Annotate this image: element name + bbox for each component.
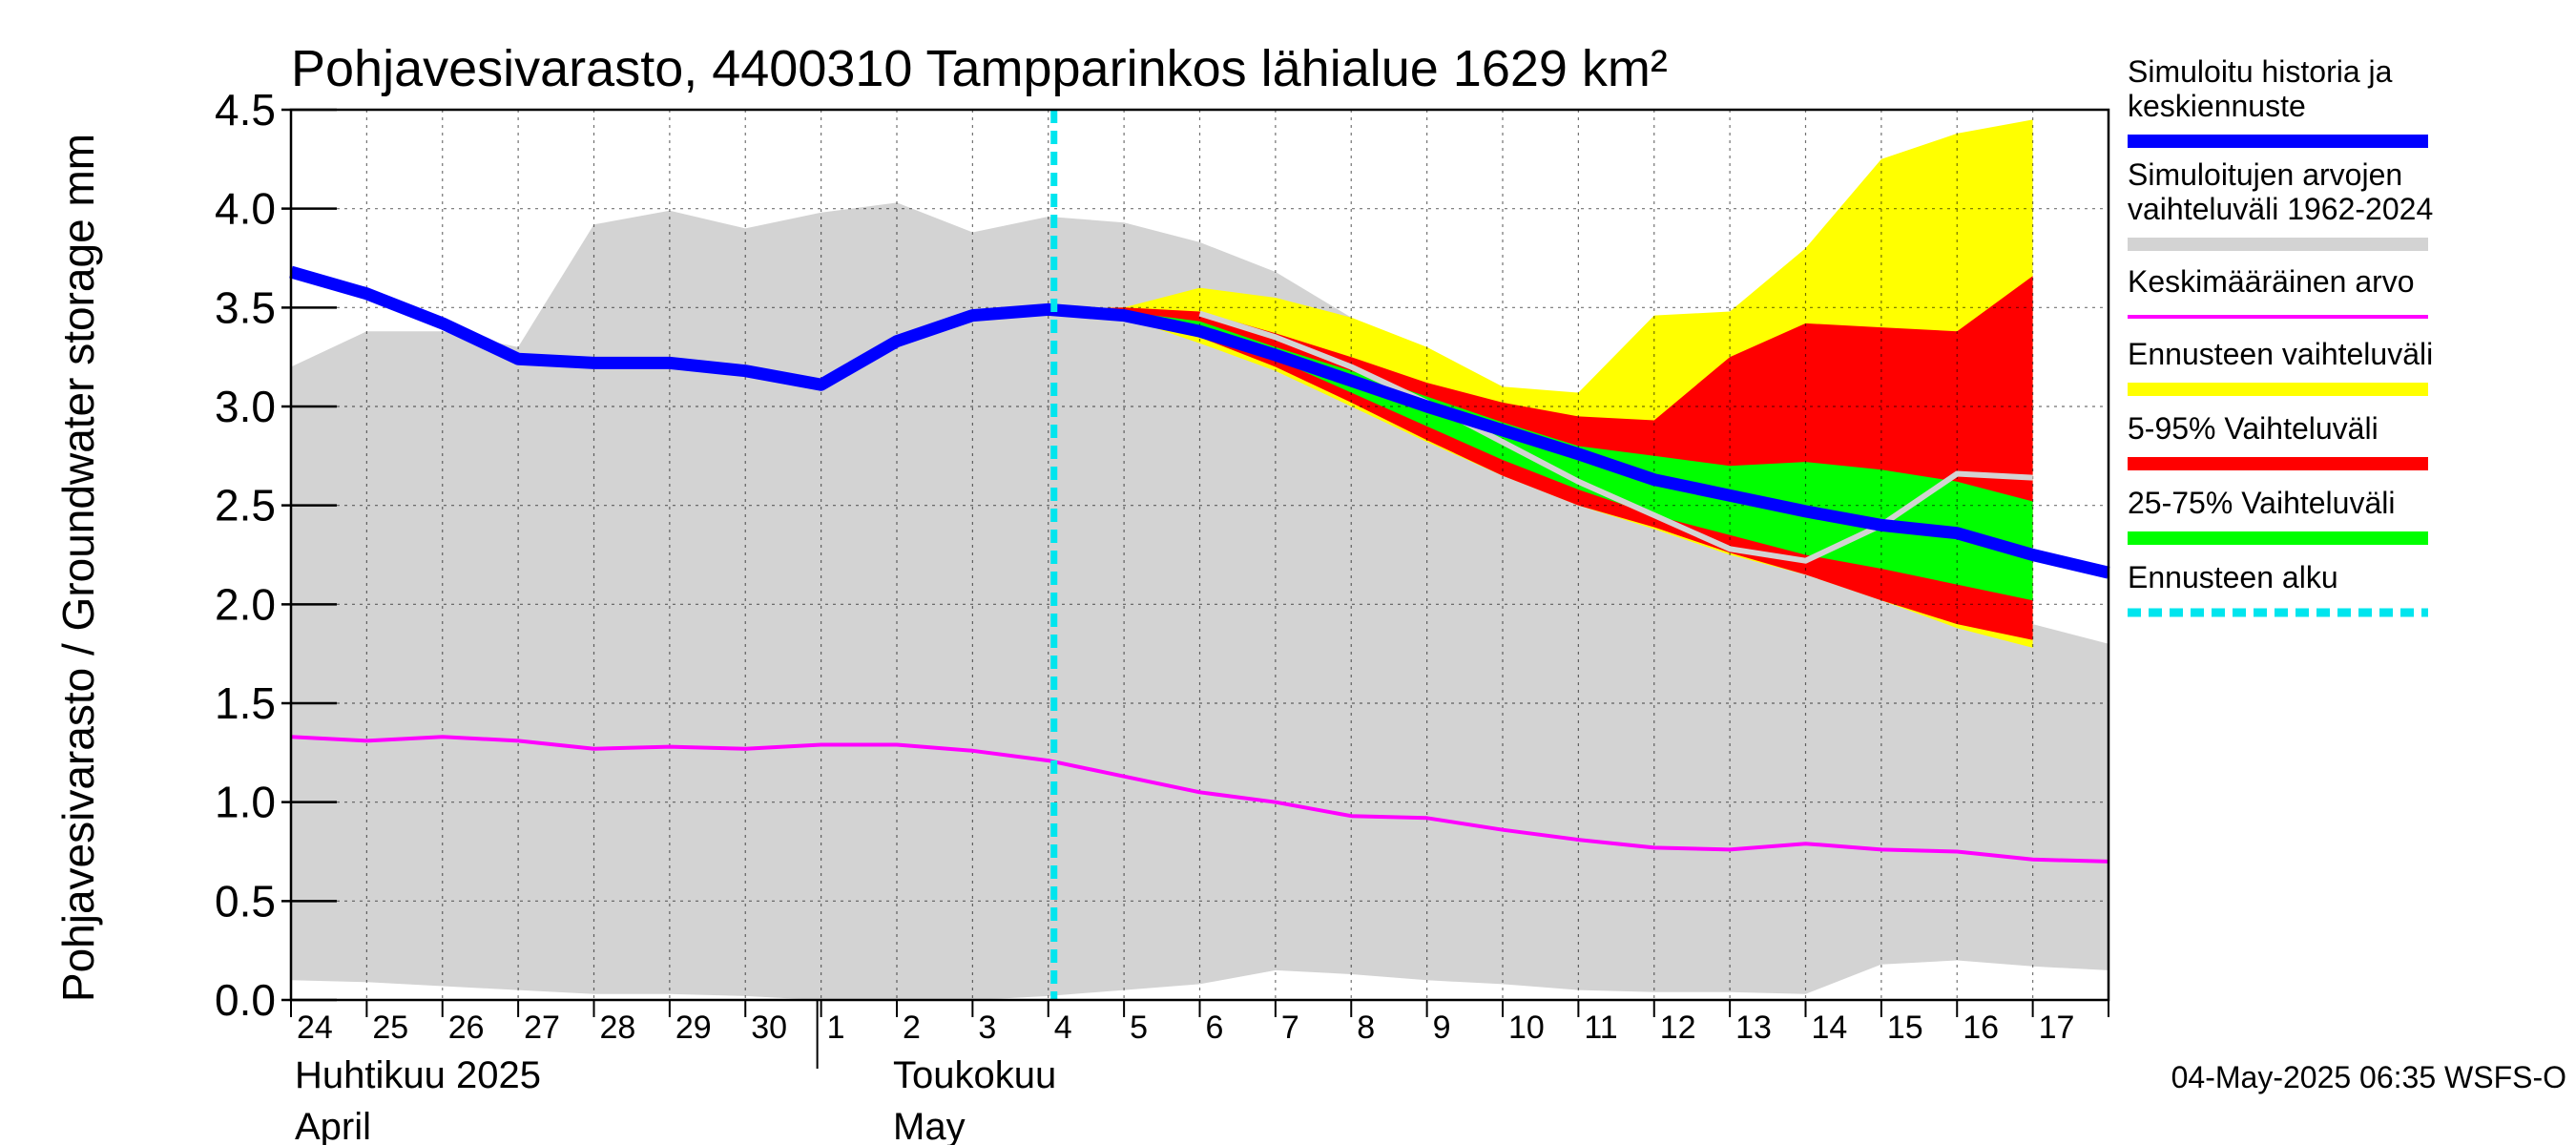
legend-label: keskiennuste: [2128, 89, 2306, 123]
x-tick-label: 14: [1812, 1010, 1848, 1046]
legend-label: vaihteluväli 1962-2024: [2128, 192, 2433, 226]
x-tick-label: 6: [1206, 1010, 1224, 1046]
x-tick-label: 13: [1735, 1010, 1772, 1046]
y-axis-label: Pohjavesivarasto / Groundwater storage m…: [53, 134, 103, 1002]
x-tick-label: 8: [1357, 1010, 1375, 1046]
x-tick-label: 3: [978, 1010, 996, 1046]
footer-timestamp: 04-May-2025 06:35 WSFS-O: [2171, 1060, 2566, 1094]
month-label-english: May: [893, 1106, 966, 1145]
mean-value-line: [290, 735, 2109, 864]
legend-label: Ennusteen alku: [2128, 560, 2338, 594]
month-label-english: April: [295, 1106, 371, 1145]
legend-label: Simuloitujen arvojen: [2128, 157, 2402, 192]
x-tick-label: 12: [1660, 1010, 1696, 1046]
y-tick-label: 2.5: [215, 481, 276, 531]
axes: 0.00.51.01.52.02.53.03.54.04.524 25 26 27 28…: [215, 85, 2110, 1145]
x-tick-label: 30: [751, 1010, 787, 1046]
y-tick-label: 3.5: [215, 282, 276, 332]
y-tick-label: 0.0: [215, 975, 276, 1025]
x-tick-label: 4: [1054, 1010, 1072, 1046]
plot-area: [289, 110, 2110, 1000]
month-label: Toukokuu: [893, 1054, 1056, 1096]
x-tick-label: 1: [827, 1010, 845, 1046]
x-tick-label: 10: [1508, 1010, 1545, 1046]
x-tick-label: 2: [903, 1010, 921, 1046]
y-tick-label: 1.5: [215, 678, 276, 728]
x-tick-label: 29: [675, 1010, 712, 1046]
x-tick-label: 25: [372, 1010, 408, 1046]
y-tick-label: 4.5: [215, 85, 276, 135]
y-tick-label: 4.0: [215, 184, 276, 234]
x-tick-label: 9: [1433, 1010, 1451, 1046]
y-tick-label: 2.0: [215, 579, 276, 629]
x-tick-label: 28: [600, 1010, 636, 1046]
x-tick-label: 16: [1963, 1010, 1999, 1046]
x-tick-label: 5: [1130, 1010, 1148, 1046]
legend-label: Ennusteen vaihteluväli: [2128, 337, 2433, 371]
median-simulated-line: [1198, 310, 2033, 564]
legend-label: 5-95% Vaihteluväli: [2128, 411, 2379, 446]
legend-label: Simuloitu historia ja: [2128, 54, 2393, 89]
month-label: Huhtikuu 2025: [295, 1054, 541, 1096]
x-tick-label: 24: [297, 1010, 333, 1046]
legend-label: Keskimääräinen arvo: [2128, 264, 2415, 299]
x-tick-label: 26: [448, 1010, 485, 1046]
y-tick-label: 1.0: [215, 778, 276, 827]
x-tick-label: 11: [1584, 1010, 1617, 1046]
x-tick-label: 7: [1281, 1010, 1299, 1046]
legend-label: 25-75% Vaihteluväli: [2128, 486, 2395, 520]
y-tick-label: 3.0: [215, 382, 276, 431]
x-tick-label: 15: [1887, 1010, 1923, 1046]
x-tick-label: 17: [2039, 1010, 2075, 1046]
chart-title: Pohjavesivarasto, 4400310 Tampparinkos l…: [291, 40, 1668, 97]
simulated-history-line: [289, 265, 2110, 579]
y-tick-label: 0.5: [215, 876, 276, 926]
x-tick-label: 27: [524, 1010, 560, 1046]
p25-75-band: [1048, 309, 2033, 601]
